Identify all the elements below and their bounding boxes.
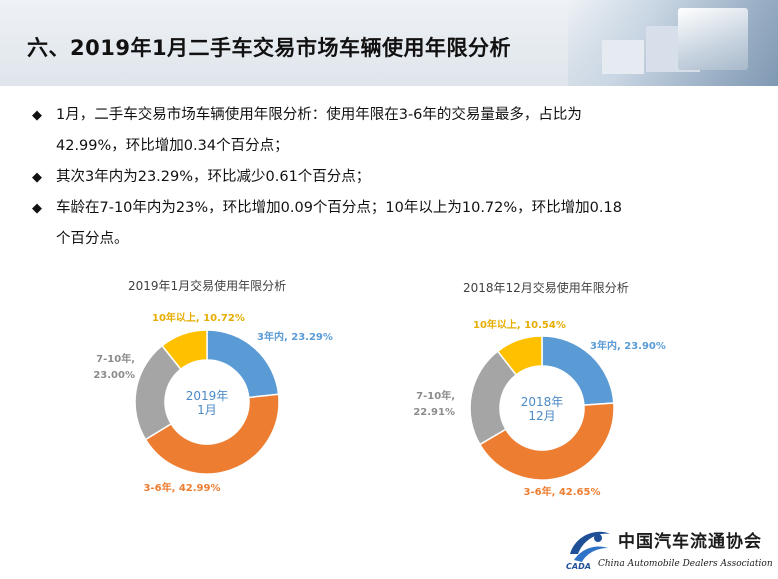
center-label: 2018年 — [521, 395, 564, 409]
bullet-list: ◆ 1月，二手车交易市场车辆使用年限分析：使用年限在3-6年的交易量最多，占比为… — [32, 100, 732, 255]
pie-slice — [161, 329, 208, 371]
header-banner: 六、2019年1月二手车交易市场车辆使用年限分析 — [0, 0, 778, 86]
bullet-item: ◆ 1月，二手车交易市场车辆使用年限分析：使用年限在3-6年的交易量最多，占比为… — [32, 100, 732, 162]
bullet-text-line: 车龄在7-10年内为23%，环比增加0.09个百分点；10年以上为10.72%，… — [56, 200, 622, 216]
association-abbr: CADA — [566, 562, 591, 571]
bullet-text-line: 个百分点。 — [56, 231, 129, 247]
bullet-item: ◆ 其次3年内为23.29%，环比减少0.61个百分点； — [32, 162, 732, 193]
bullet-text-line: 其次3年内为23.29%，环比减少0.61个百分点； — [56, 169, 371, 185]
chart-title: 2018年12月交易使用年限分析 — [463, 281, 629, 295]
association-name-en: China Automobile Dealers Association — [598, 559, 773, 569]
association-logo: 中国汽车流通协会 CADA China Automobile Dealers A… — [560, 522, 775, 576]
slice-label: 10年以上, 10.72% — [152, 311, 245, 324]
donut-chart-2019-jan: 2019年1月 3年内, 23.29% 3-6年, 42.99% 7-10年, 23.0… — [93, 311, 333, 494]
pie-slice — [478, 402, 615, 481]
page-title: 六、2019年1月二手车交易市场车辆使用年限分析 — [27, 36, 512, 60]
cada-emblem-icon — [570, 531, 610, 562]
slice-label: 22.91% — [413, 407, 455, 418]
chart-title: 2019年1月交易使用年限分析 — [128, 279, 287, 293]
header-decoration — [568, 0, 778, 86]
slice-label: 3年内, 23.29% — [257, 330, 333, 343]
center-label: 2019年 — [186, 389, 229, 403]
diamond-bullet-icon: ◆ — [32, 170, 42, 185]
pie-slice — [496, 335, 543, 376]
slice-label: 10年以上, 10.54% — [473, 318, 566, 331]
slice-label: 7-10年, — [96, 352, 135, 365]
slice-label: 3-6年, 42.65% — [524, 485, 601, 498]
slice-label: 3-6年, 42.99% — [144, 481, 221, 494]
center-label: 1月 — [197, 403, 217, 417]
bullet-text-line: 42.99%，环比增加0.34个百分点； — [56, 138, 289, 154]
bullet-text-line: 1月，二手车交易市场车辆使用年限分析：使用年限在3-6年的交易量最多，占比为 — [56, 107, 582, 123]
pie-slice — [144, 393, 280, 475]
bullet-item: ◆ 车龄在7-10年内为23%，环比增加0.09个百分点；10年以上为10.72… — [32, 193, 732, 255]
association-name-cn: 中国汽车流通协会 — [618, 532, 762, 552]
slice-label: 7-10年, — [416, 389, 455, 402]
diamond-bullet-icon: ◆ — [32, 201, 42, 216]
center-label: 12月 — [528, 409, 555, 423]
slice-label: 3年内, 23.90% — [590, 339, 666, 352]
donut-chart-2018-dec: 2018年12月 3年内, 23.90% 3-6年, 42.65% 7-10年, 22.… — [413, 318, 666, 498]
diamond-bullet-icon: ◆ — [32, 108, 42, 123]
slice-label: 23.00% — [93, 370, 135, 381]
